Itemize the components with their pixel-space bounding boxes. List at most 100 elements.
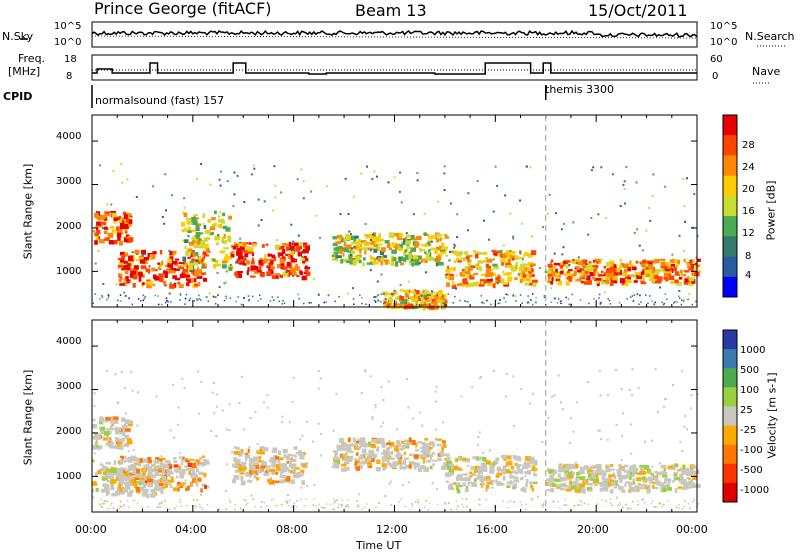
velocity-nearrange xyxy=(295,506,297,508)
velocity-cell xyxy=(403,457,409,460)
power-cell xyxy=(492,263,498,267)
power-cell xyxy=(423,244,429,248)
power-scatter xyxy=(496,185,499,187)
velocity-cell xyxy=(237,466,244,472)
velocity-cell xyxy=(164,484,168,488)
power-nearrange xyxy=(633,294,636,296)
velocity-cell xyxy=(559,483,565,487)
velocity-scatter xyxy=(213,382,215,384)
velocity-cell xyxy=(642,476,646,480)
velocity-cell xyxy=(411,440,416,445)
velocity-cell xyxy=(458,455,461,461)
velocity-nearrange xyxy=(502,500,504,502)
power-cell xyxy=(129,280,132,284)
power-cell xyxy=(387,243,391,247)
velocity-scatter xyxy=(553,394,556,397)
velocity-scatter xyxy=(136,424,139,427)
power-cell xyxy=(567,270,570,273)
velocity-nearrange xyxy=(333,508,336,511)
velocity-cell xyxy=(179,470,183,475)
power-scatter xyxy=(229,263,232,266)
velocity-cell xyxy=(501,471,506,475)
velocity-cell xyxy=(579,470,583,474)
velocity-cell xyxy=(147,470,152,475)
velocity-cell xyxy=(639,464,644,468)
velocity-cell xyxy=(381,441,385,446)
power-cell xyxy=(609,282,614,286)
power-cell xyxy=(684,278,690,283)
freq-tick-top: 18 xyxy=(64,54,77,65)
velocity-scatter xyxy=(546,469,549,472)
velocity-cell xyxy=(578,486,583,490)
velocity-cell xyxy=(691,472,696,476)
power-scatter xyxy=(671,253,674,256)
power-cell xyxy=(523,254,526,257)
station-title: Prince George (fitACF) xyxy=(94,0,272,18)
power-scatter xyxy=(308,244,311,247)
power-nearrange xyxy=(454,295,456,298)
power-cell xyxy=(682,273,687,277)
power-nearrange xyxy=(107,295,110,297)
power-scatter xyxy=(437,200,440,203)
power-cell xyxy=(374,240,377,245)
velocity-scatter xyxy=(156,480,158,482)
velocity-cell xyxy=(428,449,431,454)
velocity-cell xyxy=(514,455,521,460)
velocity-nearrange xyxy=(336,499,338,501)
power-cell xyxy=(100,214,106,219)
power-cell xyxy=(183,260,187,265)
power-cell xyxy=(429,252,432,257)
power-cell xyxy=(363,241,368,247)
power-cell xyxy=(659,258,666,261)
velocity-scatter xyxy=(228,403,231,406)
power-cell xyxy=(434,294,439,300)
velocity-nearrange xyxy=(642,498,645,500)
power-cell xyxy=(640,271,645,275)
velocity-cell xyxy=(362,448,367,454)
velocity-cell xyxy=(418,454,423,457)
velocity-scatter xyxy=(317,387,320,390)
power-cell xyxy=(126,218,129,224)
power-cell xyxy=(370,241,377,245)
power-cell xyxy=(428,240,433,243)
power-cell xyxy=(664,268,670,272)
velocity-nearrange xyxy=(366,503,368,505)
power-cell xyxy=(436,238,439,243)
power-cell xyxy=(398,247,403,252)
velocity-cell xyxy=(106,434,109,439)
velocity-cell xyxy=(356,452,359,456)
velocity-cell xyxy=(125,470,128,476)
velocity-cell xyxy=(628,469,631,473)
velocity-cell xyxy=(290,458,297,463)
power-cell xyxy=(563,260,566,265)
velocity-cell xyxy=(529,481,533,485)
power-cell xyxy=(177,281,181,285)
velocity-nearrange xyxy=(462,505,465,508)
velocity-cell xyxy=(587,469,593,473)
power-cell xyxy=(164,264,169,267)
power-cell xyxy=(198,281,201,287)
power-cell xyxy=(552,265,557,269)
velocity-cell xyxy=(142,459,148,463)
power-cell xyxy=(348,254,353,260)
power-cell xyxy=(687,265,691,268)
velocity-cell xyxy=(203,472,207,478)
power-cell xyxy=(174,258,179,261)
velocity-scatter xyxy=(654,368,657,371)
power-scatter xyxy=(542,226,544,229)
velocity-cell xyxy=(485,475,490,480)
velocity-scatter xyxy=(177,406,180,409)
power-cell xyxy=(426,293,430,299)
power-cell xyxy=(132,268,136,271)
power-cell xyxy=(376,243,383,246)
velocity-nearrange xyxy=(313,498,315,500)
power-cell xyxy=(354,235,359,239)
power-cell xyxy=(414,262,420,266)
velocity-cell xyxy=(294,467,300,470)
velocity-cell xyxy=(129,489,134,493)
velocity-cell xyxy=(687,470,692,474)
velocity-scatter xyxy=(106,370,109,372)
power-cell xyxy=(392,257,397,261)
velocity-cell xyxy=(234,458,241,464)
power-nearrange xyxy=(248,299,250,301)
